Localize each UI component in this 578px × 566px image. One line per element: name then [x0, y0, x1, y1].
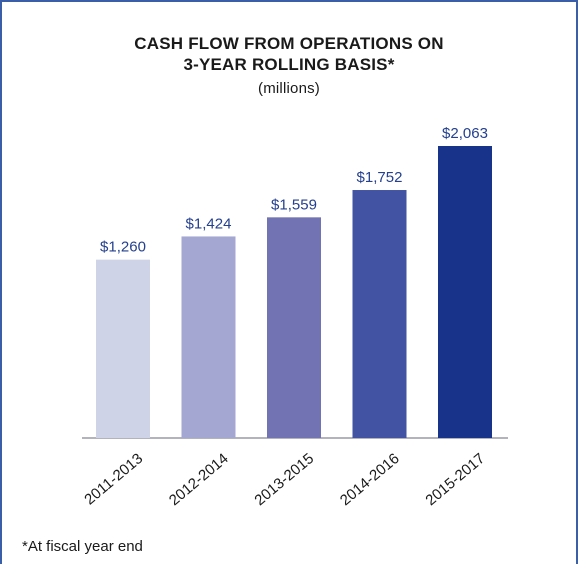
data-label-2011-2013: $1,260	[100, 239, 146, 256]
bar-2014-2016	[352, 190, 407, 438]
x-tick-label-2011-2013: 2011-2013	[81, 450, 146, 508]
chart-title-line-1: CASH FLOW FROM OPERATIONS ON	[134, 34, 444, 53]
footnote: *At fiscal year end	[22, 538, 143, 555]
bar-2011-2013	[96, 259, 150, 438]
chart-subtitle: (millions)	[258, 80, 320, 97]
data-label-2013-2015: $1,559	[271, 196, 317, 213]
x-tick-label-2014-2016: 2014-2016	[337, 450, 403, 509]
x-tick-label-2013-2015: 2013-2015	[251, 450, 317, 509]
bar-2012-2014	[181, 236, 236, 438]
bar-2015-2017	[438, 146, 492, 438]
data-label-2012-2014: $1,424	[186, 215, 232, 232]
x-tick-label-2012-2014: 2012-2014	[166, 450, 232, 509]
x-tick-label-2015-2017: 2015-2017	[422, 450, 488, 509]
data-label-2014-2016: $1,752	[357, 169, 403, 186]
chart-title-line-2: 3-YEAR ROLLING BASIS*	[183, 55, 395, 74]
bar-2013-2015	[267, 217, 321, 438]
data-label-2015-2017: $2,063	[442, 125, 488, 142]
